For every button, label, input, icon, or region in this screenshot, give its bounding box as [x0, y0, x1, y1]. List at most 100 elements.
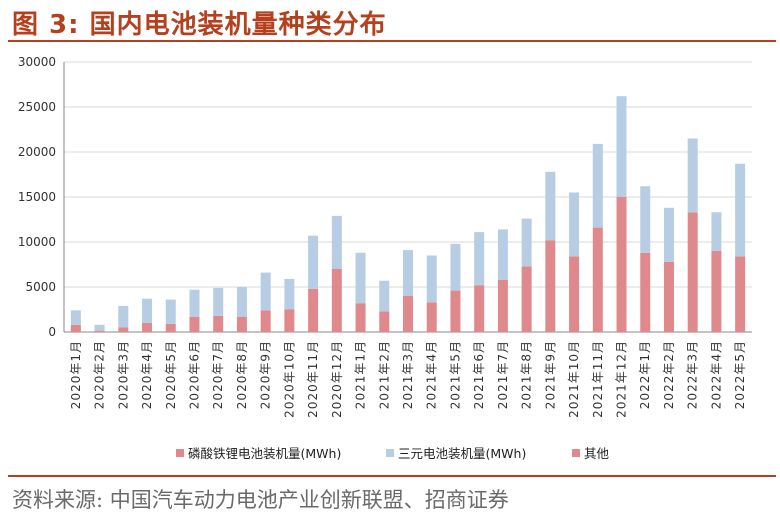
x-tick-label: 2021年9月 — [543, 340, 557, 409]
bar-segment — [687, 138, 698, 213]
x-tick-label: 2021年5月 — [448, 340, 462, 409]
bar-segment — [640, 252, 651, 332]
bar-segment — [403, 296, 413, 332]
x-tick-label: 2020年1月 — [69, 340, 83, 409]
legend-swatch — [386, 449, 394, 457]
bar-segment — [142, 298, 153, 323]
bar-segment — [260, 272, 271, 311]
bar-segment — [569, 192, 580, 257]
x-tick-label: 2021年6月 — [472, 340, 486, 409]
bar-segment — [640, 186, 651, 253]
x-tick-label: 2021年1月 — [354, 340, 368, 409]
title-rule — [8, 40, 776, 42]
x-tick-label: 2020年5月 — [164, 340, 178, 409]
bar-segment — [426, 302, 437, 332]
bar-segment — [213, 315, 224, 332]
x-tick-label: 2020年12月 — [330, 340, 344, 418]
bar-segment — [94, 324, 105, 331]
bar-segment — [165, 323, 176, 332]
legend-label: 其他 — [584, 446, 610, 461]
bar-segment — [521, 266, 532, 332]
bar-segment — [735, 256, 746, 332]
x-tick-label: 2020年10月 — [282, 340, 296, 418]
bar-segment — [569, 256, 580, 332]
bar-segment — [189, 316, 200, 332]
y-tick-label: 0 — [48, 325, 56, 339]
bar-segment — [189, 289, 200, 317]
y-tick-label: 30000 — [18, 55, 56, 69]
x-tick-label: 2021年3月 — [401, 340, 415, 409]
x-tick-label: 2020年3月 — [116, 340, 130, 409]
bar-segment — [450, 243, 461, 291]
y-tick-label: 15000 — [18, 190, 56, 204]
source-note: 资料来源: 中国汽车动力电池产业创新联盟、招商证券 — [12, 488, 509, 512]
bar-segment — [403, 250, 413, 296]
bar-segment — [474, 232, 485, 286]
bar-segment — [308, 235, 319, 289]
bar-segment — [260, 310, 271, 332]
bar-segment — [663, 261, 674, 332]
bar-segment — [663, 207, 674, 262]
bar-segment — [616, 96, 627, 197]
x-tick-label: 2022年3月 — [686, 340, 700, 409]
legend-label: 三元电池装机量(MWh) — [398, 446, 526, 461]
bar-segment — [616, 197, 627, 332]
bar-segment — [70, 324, 81, 332]
bar-segment — [379, 311, 390, 332]
y-tick-label: 5000 — [25, 280, 56, 294]
bar-segment — [497, 279, 508, 332]
bar-segment — [331, 269, 342, 332]
bar-segment — [711, 251, 722, 332]
x-tick-label: 2021年12月 — [615, 340, 629, 418]
bar-segment — [545, 240, 556, 332]
bar-segment — [355, 303, 366, 332]
bar-segment — [450, 290, 461, 332]
bar-segment — [236, 287, 247, 317]
bar-segment — [165, 299, 176, 324]
bar-segment — [284, 278, 295, 310]
legend-swatch — [572, 449, 580, 457]
bar-segment — [687, 212, 698, 332]
bar-segment — [592, 227, 603, 332]
x-tick-label: 2021年4月 — [425, 340, 439, 409]
x-tick-label: 2020年2月 — [93, 340, 107, 409]
bar-segment — [521, 218, 532, 267]
bar-segment — [545, 171, 556, 241]
x-tick-label: 2022年5月 — [733, 340, 747, 409]
y-tick-label: 20000 — [18, 145, 56, 159]
bar-segment — [592, 143, 603, 228]
x-tick-label: 2021年8月 — [520, 340, 534, 409]
bar-segment — [497, 229, 508, 280]
y-tick-label: 10000 — [18, 235, 56, 249]
bar-segment — [379, 280, 390, 312]
x-tick-label: 2021年10月 — [567, 340, 581, 418]
x-tick-label: 2021年2月 — [377, 340, 391, 409]
legend-label: 磷酸铁锂电池装机量(MWh) — [188, 446, 341, 461]
bar-segment — [284, 309, 295, 332]
bar-segment — [70, 310, 81, 325]
x-tick-label: 2022年4月 — [709, 340, 723, 409]
bar-segment — [735, 163, 746, 257]
bar-segment — [118, 327, 129, 332]
bar-segment — [94, 330, 105, 332]
x-tick-label: 2020年9月 — [259, 340, 273, 409]
x-tick-label: 2022年2月 — [662, 340, 676, 409]
legend-swatch — [176, 449, 184, 457]
bar-segment — [426, 255, 437, 303]
bar-segment — [213, 287, 224, 316]
x-tick-label: 2020年4月 — [140, 340, 154, 409]
bar-segment — [308, 288, 319, 332]
x-tick-label: 2020年7月 — [211, 340, 225, 409]
source-rule — [8, 475, 776, 477]
y-tick-label: 25000 — [18, 100, 56, 114]
bar-segment — [142, 323, 153, 332]
x-tick-label: 2021年7月 — [496, 340, 510, 409]
bar-segment — [711, 212, 722, 251]
bar-segment — [236, 316, 247, 332]
x-tick-label: 2020年8月 — [235, 340, 249, 409]
bar-segment — [331, 215, 342, 269]
x-tick-label: 2020年6月 — [187, 340, 201, 409]
bar-segment — [118, 305, 129, 328]
x-tick-label: 2021年11月 — [591, 340, 605, 418]
